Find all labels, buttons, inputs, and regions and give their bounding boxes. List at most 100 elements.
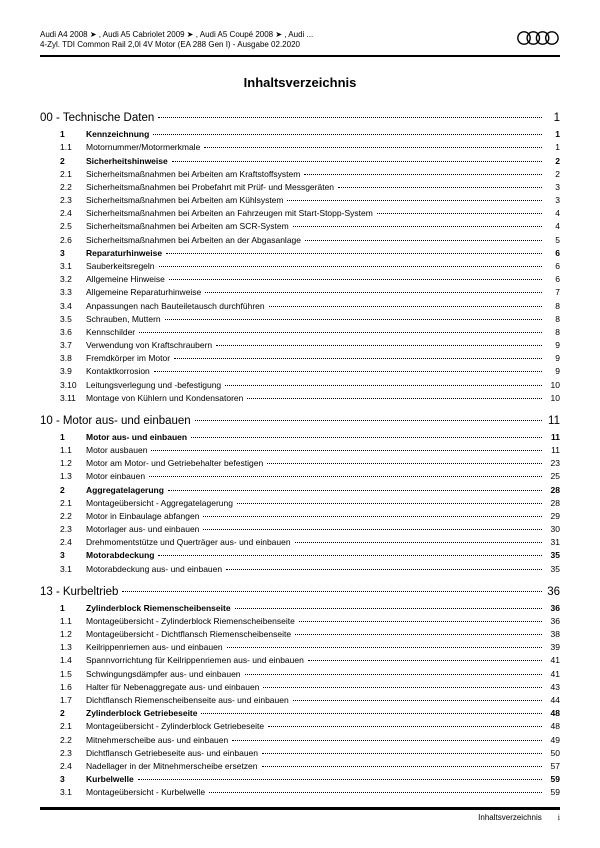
toc-entry: 3.1Montageübersicht - Kurbelwelle59: [40, 786, 560, 799]
entry-number: 2.1: [60, 168, 86, 181]
entry-label: Anpassungen nach Bauteiletausch durchfüh…: [86, 300, 265, 313]
entry-number: 1.2: [60, 628, 86, 641]
entry-number: 3.11: [60, 392, 86, 405]
toc-entry: 3.11Montage von Kühlern und Kondensatore…: [40, 392, 560, 405]
toc-entry: 2.6Sicherheitsmaßnahmen bei Arbeiten an …: [40, 234, 560, 247]
leader-dots: [377, 213, 542, 214]
toc-entry: 2.4Nadellager in der Mitnehmerscheibe er…: [40, 760, 560, 773]
entry-page: 35: [546, 549, 560, 562]
entry-number: 1.3: [60, 641, 86, 654]
toc-entry: 2Zylinderblock Getriebeseite48: [40, 707, 560, 720]
toc-entry: 3.3Allgemeine Reparaturhinweise 7: [40, 286, 560, 299]
leader-dots: [304, 174, 542, 175]
toc-entry: 3Kurbelwelle59: [40, 773, 560, 786]
entry-page: 49: [546, 734, 560, 747]
toc-entry: 2.3Sicherheitsmaßnahmen bei Arbeiten am …: [40, 194, 560, 207]
entry-number: 1.5: [60, 668, 86, 681]
toc-entry: 2.3Dichtflansch Getriebeseite aus- und e…: [40, 747, 560, 760]
toc-entry: 1.4Spannvorrichtung für Keilrippenriemen…: [40, 654, 560, 667]
entry-label: Sicherheitsmaßnahmen bei Arbeiten am SCR…: [86, 220, 289, 233]
entry-page: 36: [546, 602, 560, 615]
entry-number: 2.4: [60, 207, 86, 220]
leader-dots: [151, 450, 542, 451]
entry-label: Sicherheitsmaßnahmen bei Arbeiten an der…: [86, 234, 301, 247]
entry-number: 3.1: [60, 563, 86, 576]
leader-dots: [227, 647, 542, 648]
entry-label: Verwendung von Kraftschraubern: [86, 339, 212, 352]
toc-entry: 3.7Verwendung von Kraftschraubern9: [40, 339, 560, 352]
toc-entry: 1.2Montageübersicht - Dichtflansch Rieme…: [40, 628, 560, 641]
toc-section: 00 - Technische Daten11Kennzeichnung11.1…: [40, 112, 560, 405]
section-heading: 13 - Kurbeltrieb36: [40, 586, 560, 598]
leader-dots: [247, 398, 542, 399]
entry-label: Motorabdeckung: [86, 549, 154, 562]
entry-number: 2.4: [60, 760, 86, 773]
entry-page: 50: [546, 747, 560, 760]
section-title: Technische Daten: [63, 112, 154, 124]
leader-dots: [203, 529, 542, 530]
entry-label: Montage von Kühlern und Kondensatoren: [86, 392, 243, 405]
entry-number: 2.6: [60, 234, 86, 247]
entry-page: 7: [546, 286, 560, 299]
section-number: 13 -: [40, 586, 60, 598]
entry-number: 3.8: [60, 352, 86, 365]
entry-page: 43: [546, 681, 560, 694]
entry-page: 57: [546, 760, 560, 773]
entry-label: Fremdkörper im Motor: [86, 352, 170, 365]
entry-label: Motor ausbauen: [86, 444, 147, 457]
entry-label: Dichtflansch Riemenscheibenseite aus- un…: [86, 694, 289, 707]
entry-page: 11: [546, 431, 560, 444]
leader-dots: [168, 490, 542, 491]
entry-page: 30: [546, 523, 560, 536]
entry-page: 1: [546, 128, 560, 141]
leader-dots: [226, 569, 542, 570]
leader-dots: [149, 476, 542, 477]
toc-entry: 3.5Schrauben, Muttern8: [40, 313, 560, 326]
toc-entry: 2.3Motorlager aus- und einbauen30: [40, 523, 560, 536]
leader-dots: [154, 371, 542, 372]
entry-label: Motorlager aus- und einbauen: [86, 523, 199, 536]
entry-label: Motor in Einbaulage abfangen: [86, 510, 199, 523]
section-number: 10 -: [40, 415, 60, 427]
toc-entry: 2.2Sicherheitsmaßnahmen bei Probefahrt m…: [40, 181, 560, 194]
entry-label: Motor am Motor- und Getriebehalter befes…: [86, 457, 263, 470]
leader-dots: [139, 332, 542, 333]
entry-label: Drehmomentstütze und Querträger aus- und…: [86, 536, 291, 549]
footer-page-number: i: [558, 813, 560, 822]
entry-number: 2: [60, 155, 86, 168]
entry-page: 36: [546, 615, 560, 628]
entry-label: Sicherheitsmaßnahmen bei Probefahrt mit …: [86, 181, 334, 194]
entry-label: Allgemeine Reparaturhinweise: [86, 286, 201, 299]
toc-entry: 3Motorabdeckung35: [40, 549, 560, 562]
toc-entry: 1.1Motornummer/Motormerkmale1: [40, 141, 560, 154]
entry-page: 1: [546, 141, 560, 154]
entry-number: 3.3: [60, 286, 86, 299]
entry-page: 48: [546, 707, 560, 720]
toc-entry: 2.2Motor in Einbaulage abfangen29: [40, 510, 560, 523]
header-line-1: Audi A4 2008 ➤ , Audi A5 Cabriolet 2009 …: [40, 30, 508, 40]
entry-label: Kennschilder: [86, 326, 135, 339]
toc-entry: 1Zylinderblock Riemenscheibenseite36: [40, 602, 560, 615]
toc-entry: 2.1Montageübersicht - Zylinderblock Getr…: [40, 720, 560, 733]
leader-dots: [209, 792, 542, 793]
entry-label: Montageübersicht - Aggregatelagerung: [86, 497, 233, 510]
entry-page: 6: [546, 247, 560, 260]
leader-dots: [308, 660, 542, 661]
leader-dots: [165, 319, 542, 320]
entry-number: 2: [60, 484, 86, 497]
toc-entry: 2.2Mitnehmerscheibe aus- und einbauen49: [40, 734, 560, 747]
toc-section: 10 - Motor aus- und einbauen111Motor aus…: [40, 415, 560, 576]
toc-entry: 1.1Motor ausbauen11: [40, 444, 560, 457]
entry-label: Allgemeine Hinweise: [86, 273, 165, 286]
leader-dots: [245, 674, 542, 675]
leader-dots: [232, 740, 542, 741]
page-title: Inhaltsverzeichnis: [40, 75, 560, 90]
section-page: 11: [546, 415, 560, 427]
leader-dots: [201, 713, 542, 714]
entry-label: Schrauben, Muttern: [86, 313, 161, 326]
entry-label: Sicherheitsmaßnahmen bei Arbeiten am Küh…: [86, 194, 283, 207]
leader-dots: [195, 420, 542, 421]
toc-entry: 3.4Anpassungen nach Bauteiletausch durch…: [40, 300, 560, 313]
header-text: Audi A4 2008 ➤ , Audi A5 Cabriolet 2009 …: [40, 30, 508, 51]
entry-number: 2.5: [60, 220, 86, 233]
